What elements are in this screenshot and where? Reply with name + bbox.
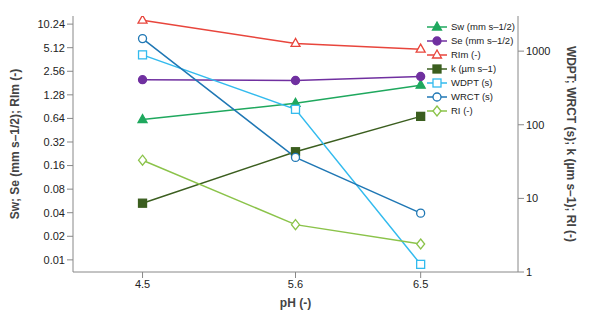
svg-text:10: 10 — [526, 192, 538, 204]
svg-text:0.32: 0.32 — [44, 136, 65, 148]
html-text:Sw (mm s–1/2): Sw (mm s–1/2) — [451, 21, 515, 32]
svg-text:0.08: 0.08 — [44, 183, 65, 195]
svg-text:4.5: 4.5 — [135, 278, 150, 290]
svg-text:1: 1 — [526, 266, 532, 278]
svg-text:0.16: 0.16 — [44, 159, 65, 171]
html-text:WRCT (s): WRCT (s) — [451, 91, 493, 102]
html-text:RI (-): RI (-) — [451, 105, 473, 116]
svg-text:WDPT; WRCT (s); k (µm s–1); RI: WDPT; WRCT (s); k (µm s–1); RI (-) — [564, 46, 578, 242]
svg-text:5.12: 5.12 — [44, 42, 65, 54]
svg-text:pH (-): pH (-) — [280, 296, 311, 310]
svg-text:0.02: 0.02 — [44, 230, 65, 242]
html-text:RIm (-): RIm (-) — [451, 49, 481, 60]
svg-text:0.01: 0.01 — [44, 254, 65, 266]
html-text:WDPT (s): WDPT (s) — [451, 77, 493, 88]
svg-text:6.5: 6.5 — [413, 278, 428, 290]
svg-text:2.56: 2.56 — [44, 65, 65, 77]
svg-text:1000: 1000 — [526, 45, 550, 57]
svg-text:1.28: 1.28 — [44, 89, 65, 101]
svg-text:10.24: 10.24 — [37, 18, 65, 30]
svg-text:100: 100 — [526, 119, 544, 131]
svg-text:Sw; Se (mm s–1/2); RIm (-): Sw; Se (mm s–1/2); RIm (-) — [8, 69, 22, 220]
html-text:k (µm s–1): k (µm s–1) — [451, 63, 497, 74]
svg-text:0.04: 0.04 — [44, 207, 65, 219]
svg-text:5.6: 5.6 — [288, 278, 303, 290]
html-text:Se (mm s–1/2): Se (mm s–1/2) — [451, 35, 514, 46]
svg-text:0.64: 0.64 — [44, 112, 65, 124]
